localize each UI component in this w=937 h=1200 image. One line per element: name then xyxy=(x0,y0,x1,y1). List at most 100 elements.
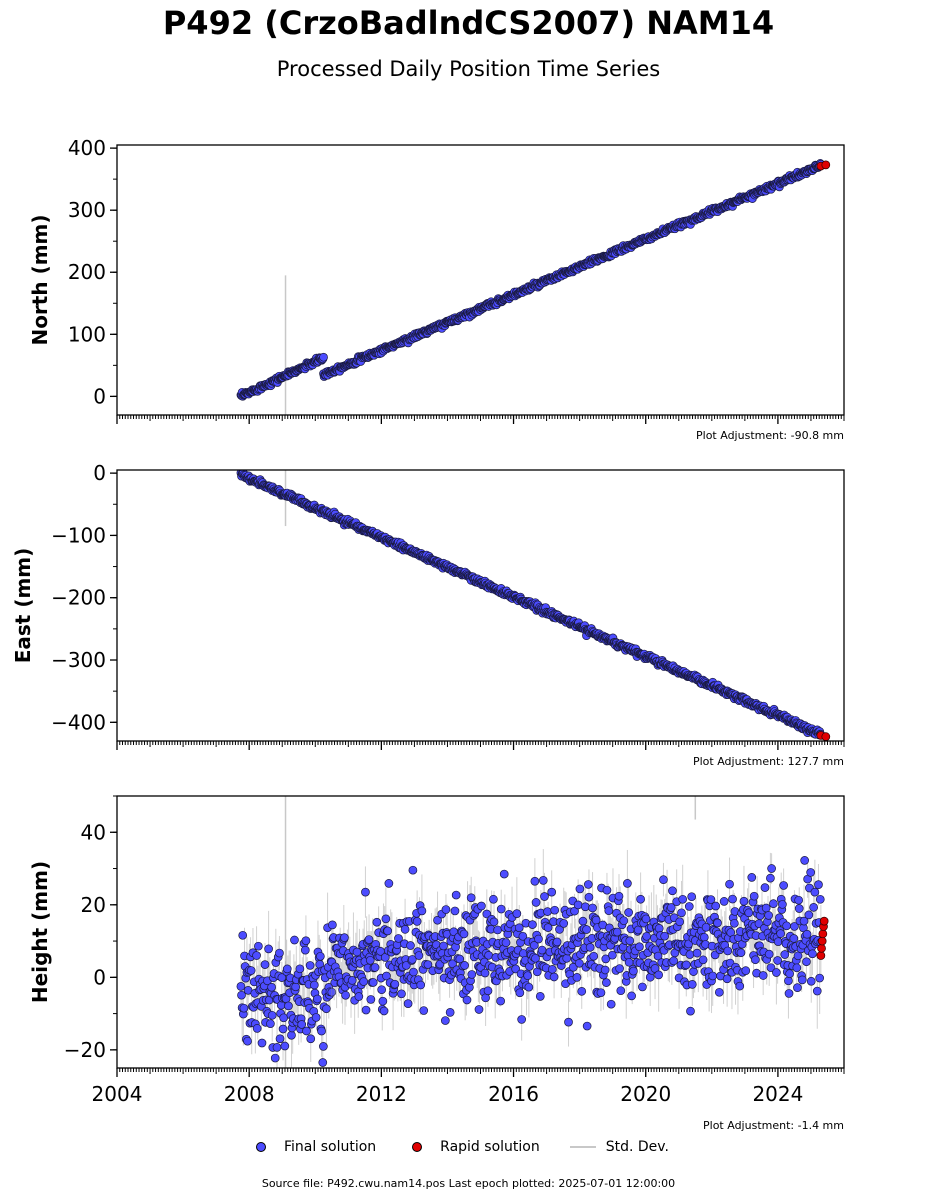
rapid-point xyxy=(817,936,827,946)
rapid-point xyxy=(821,160,831,170)
y-tick-label: −300 xyxy=(51,648,106,672)
final-point xyxy=(534,934,543,944)
panel-2: 0 −100 −200 −300 −400 East (mm) xyxy=(11,461,845,750)
final-point xyxy=(238,930,248,940)
final-point xyxy=(806,868,816,877)
final-point xyxy=(729,918,739,928)
final-point xyxy=(412,917,422,926)
final-point xyxy=(582,925,591,934)
final-point xyxy=(766,873,775,883)
final-point xyxy=(370,963,380,972)
panel-1: 0 100 200 300 400 North (mm) xyxy=(28,136,845,424)
final-point xyxy=(677,908,686,918)
final-point xyxy=(577,986,587,996)
final-point xyxy=(467,970,477,979)
final-point xyxy=(531,898,541,907)
final-point xyxy=(749,891,759,901)
final-point xyxy=(606,999,616,1009)
plot-area xyxy=(236,796,829,1068)
final-point xyxy=(687,892,697,902)
final-point xyxy=(602,885,612,895)
final-point xyxy=(564,1017,573,1027)
final-point xyxy=(802,957,811,967)
final-point xyxy=(300,945,310,955)
final-point xyxy=(340,933,349,942)
chart-subtitle: Processed Daily Position Time Series xyxy=(276,57,661,81)
final-point xyxy=(764,949,774,959)
y-tick-label: 40 xyxy=(81,820,106,844)
final-point xyxy=(301,936,311,946)
final-point xyxy=(377,985,387,995)
final-point xyxy=(802,929,812,939)
final-point xyxy=(760,883,770,892)
final-point xyxy=(559,919,569,928)
final-point xyxy=(311,1013,321,1022)
final-point xyxy=(266,1019,275,1029)
final-point xyxy=(615,964,624,973)
final-point xyxy=(641,914,651,924)
final-point xyxy=(782,921,791,931)
final-point xyxy=(480,968,490,978)
final-point xyxy=(602,978,611,987)
final-point xyxy=(450,906,460,916)
final-point xyxy=(616,986,626,996)
final-point xyxy=(699,932,709,942)
final-point xyxy=(685,950,695,959)
final-point xyxy=(489,917,499,927)
final-point xyxy=(719,897,729,906)
final-point xyxy=(319,1042,328,1051)
final-point xyxy=(814,880,823,889)
final-point xyxy=(282,964,292,974)
final-point xyxy=(642,931,651,941)
final-point xyxy=(806,976,816,986)
final-point xyxy=(284,1001,293,1011)
final-point xyxy=(267,1010,277,1020)
final-point xyxy=(466,893,476,903)
final-point xyxy=(585,942,595,952)
plot-area xyxy=(236,159,831,415)
final-point xyxy=(769,899,778,909)
final-point xyxy=(381,914,391,924)
final-point xyxy=(778,900,787,909)
final-point xyxy=(744,908,754,918)
final-point xyxy=(239,1003,249,1013)
final-point xyxy=(767,864,776,873)
final-point xyxy=(309,980,319,990)
final-point xyxy=(735,981,745,991)
final-point xyxy=(583,880,593,889)
final-point xyxy=(406,941,415,950)
final-point xyxy=(236,982,246,991)
final-point xyxy=(416,980,426,990)
panel-frame xyxy=(116,144,845,416)
final-point xyxy=(517,1015,527,1024)
final-point xyxy=(549,972,559,982)
final-point xyxy=(496,904,506,914)
final-point xyxy=(537,945,547,955)
final-point xyxy=(668,886,677,896)
final-point xyxy=(659,875,668,884)
y-axis-label: North (mm) xyxy=(28,214,52,345)
rapid-point xyxy=(816,951,826,960)
final-point xyxy=(573,900,583,910)
final-point xyxy=(528,920,537,929)
final-point xyxy=(725,879,734,889)
final-point xyxy=(419,1006,429,1015)
final-point xyxy=(678,894,688,904)
final-point xyxy=(319,352,328,362)
final-point xyxy=(477,901,486,911)
final-point xyxy=(547,965,557,974)
y-tick-label: −100 xyxy=(51,523,106,547)
final-point xyxy=(459,929,469,939)
final-point xyxy=(793,983,802,992)
final-point xyxy=(445,1008,455,1017)
final-point xyxy=(328,920,337,930)
final-point xyxy=(794,904,804,913)
final-point xyxy=(400,925,410,934)
y-tick-label: 0 xyxy=(93,965,106,989)
final-point xyxy=(278,1024,288,1034)
final-point xyxy=(408,865,418,875)
final-point xyxy=(512,909,522,918)
final-point xyxy=(275,1034,285,1044)
final-point xyxy=(789,934,799,943)
